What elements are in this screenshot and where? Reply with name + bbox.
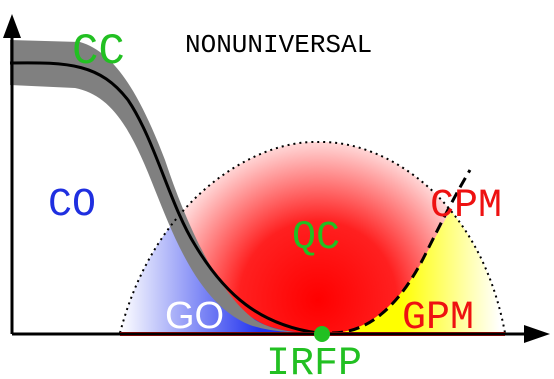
label-irfp: IRFP — [266, 342, 362, 379]
crossover-band — [10, 40, 318, 333]
label-gpm: GPM — [402, 296, 474, 341]
cpm-boundary — [331, 169, 472, 335]
label-cpm: CPM — [430, 184, 502, 229]
crossover-curve — [9, 61, 319, 335]
y-axis-arrow — [3, 14, 21, 38]
irfp-point — [314, 326, 330, 342]
x-axis-arrow — [524, 325, 550, 343]
label-cc: CC — [72, 27, 125, 77]
label-co: CO — [48, 183, 96, 228]
label-go: GO — [165, 295, 224, 337]
label-nonuniversal: NONUNIVERSAL — [185, 30, 372, 60]
label-qc: QC — [292, 216, 340, 261]
dome-boundary — [119, 140, 506, 334]
